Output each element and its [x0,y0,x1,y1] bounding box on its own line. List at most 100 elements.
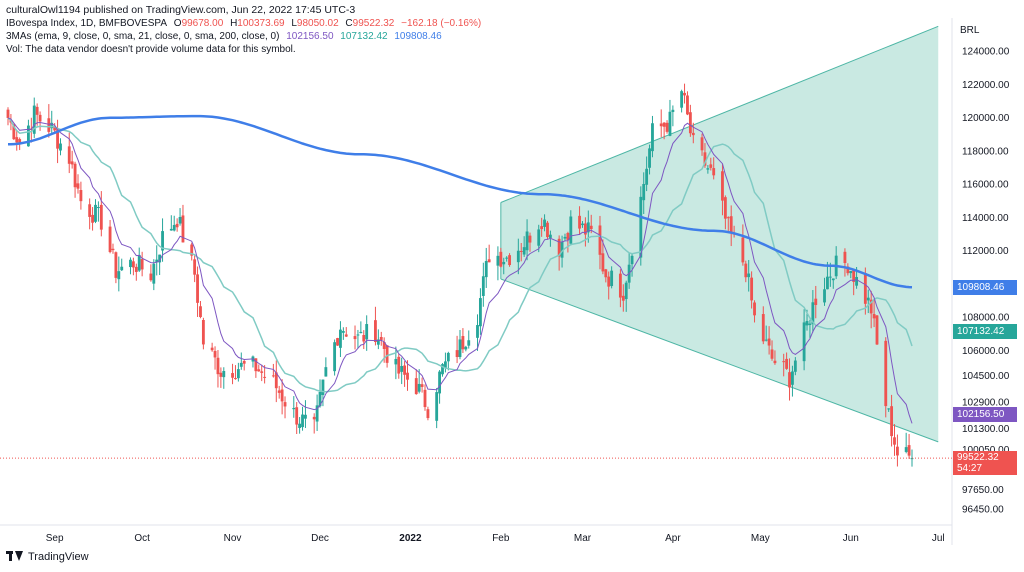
candle [263,365,267,384]
candle [339,321,342,357]
candle [782,353,786,377]
candle [38,111,42,131]
candle [712,157,716,180]
candle [140,251,144,277]
candle [764,325,768,342]
ema9-line[interactable] [7,117,913,424]
candle [341,327,345,340]
ma2-value: 107132.42 [340,31,388,42]
candle [6,107,10,126]
open-value: 99678.00 [181,18,224,29]
candle [400,357,404,385]
candle [32,97,36,138]
candle [216,350,220,388]
candle [333,339,337,376]
candle [219,367,223,388]
candle [788,358,791,401]
volume-legend: Vol: The data vendor doesn't provide vol… [6,44,300,55]
bar-countdown: 54:27 [957,463,983,475]
x-tick-label: Nov [224,533,242,544]
close-value: 99522.32 [352,18,395,29]
candle [659,109,663,138]
candle [525,219,529,261]
candle [79,181,83,210]
candle [403,361,407,387]
candle [365,315,369,351]
candle [581,221,584,228]
channel-fill [500,26,939,442]
candle [872,299,876,328]
candle [671,105,675,127]
channel-upper-line[interactable] [500,25,939,203]
candle [505,256,509,262]
candle [312,413,316,434]
candle [455,335,459,364]
ma3-price-tag: 109808.46 [953,279,1017,295]
candle [811,290,815,333]
candle [869,290,873,329]
candle [420,377,424,393]
candle [47,104,51,138]
candle [802,309,806,371]
tradingview-logo-icon [6,551,24,563]
candle [251,355,255,368]
candle [688,104,692,137]
candle [750,271,754,309]
candle [222,367,226,389]
candle [295,402,299,435]
candle [91,207,94,231]
candle [423,384,427,411]
candle [181,204,185,243]
candle [120,258,124,272]
candle [277,385,281,399]
ma-settings: 3MAs (ema, 9, close, 0, sma, 21, close, … [6,31,280,42]
candle [467,330,471,349]
y-tick-label: 96450.00 [962,505,1004,516]
ma-legend: 3MAs (ema, 9, close, 0, sma, 21, close, … [6,31,446,42]
candle [557,235,561,271]
candle [569,210,573,246]
candle [321,379,325,407]
candle [729,205,733,247]
candle [353,325,357,350]
candle [315,394,319,431]
candle [59,138,62,156]
x-tick-label: May [751,533,770,544]
candle [131,257,135,276]
channel-lower-line[interactable] [500,278,939,443]
currency-label: BRL [960,25,980,36]
sma200-line[interactable] [8,114,913,289]
candle [446,351,450,371]
candle [686,91,689,116]
candle [108,219,112,254]
candle [70,150,74,169]
sma21-line[interactable] [7,117,913,393]
candle [484,247,488,288]
candle [201,317,205,350]
candle [893,424,896,456]
candle [808,319,812,338]
candle [362,330,366,350]
candle [53,123,57,133]
candle [849,270,853,279]
candle [528,232,532,252]
candle [88,198,92,230]
candle [814,285,818,319]
candle [196,266,199,317]
candle [464,345,468,352]
candle [642,172,646,215]
candle [298,417,302,434]
x-tick-label: Jul [932,533,945,544]
candle [234,365,237,380]
tradingview-footer[interactable]: TradingView [6,551,89,563]
y-tick-label: 120000.00 [962,113,1010,124]
candle [458,329,462,360]
candle [566,231,570,253]
candle [604,268,608,283]
candle [648,144,651,175]
x-tick-label: Oct [134,533,150,544]
x-tick-label: Sep [46,533,64,544]
y-tick-label: 102900.00 [962,397,1010,408]
y-tick-label: 101300.00 [962,424,1010,435]
